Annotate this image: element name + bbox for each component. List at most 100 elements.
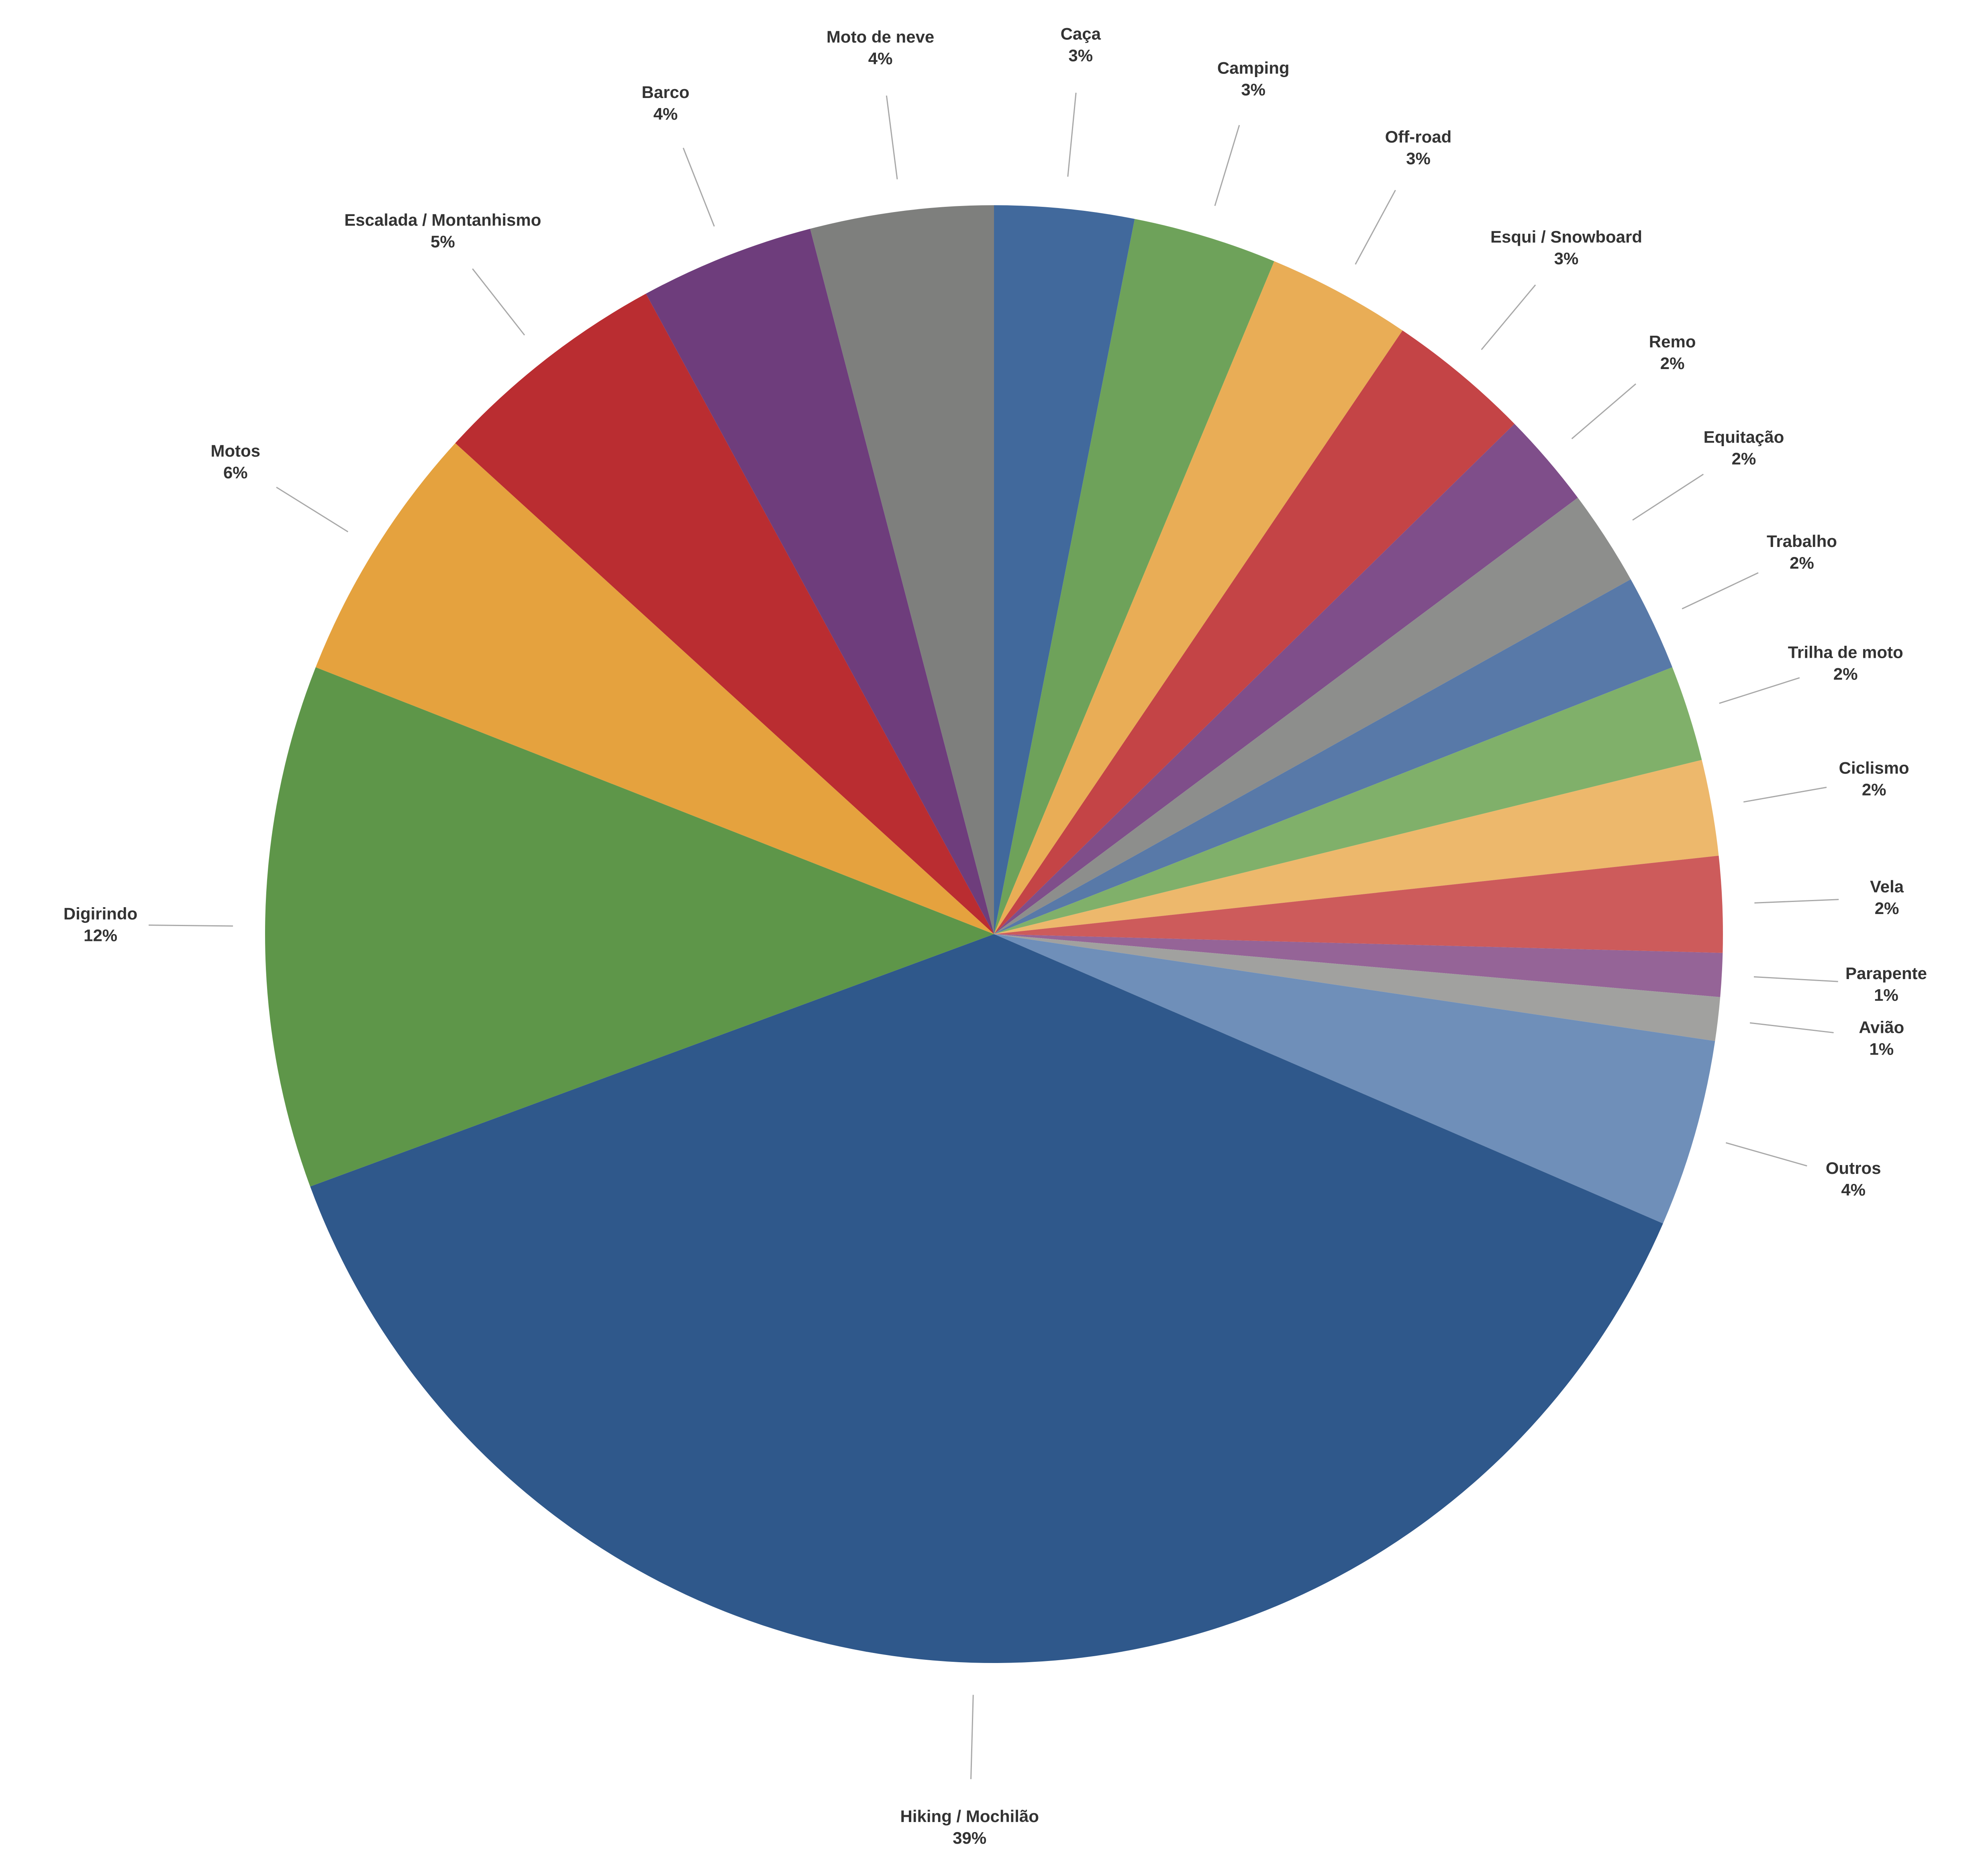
leader-line-outros xyxy=(1725,1142,1807,1167)
slice-percent-label: 39% xyxy=(953,1828,986,1847)
slice-label-parapente: Parapente 1% xyxy=(1845,964,1927,1004)
leader-line-ciclismo xyxy=(1743,786,1827,803)
slice-label-vela: Vela 2% xyxy=(1870,877,1904,918)
pie-slice-off-road xyxy=(994,261,1403,935)
leader-line-trabalho xyxy=(1682,572,1759,610)
slice-percent-label: 12% xyxy=(84,926,117,945)
slice-label-remo: Remo 2% xyxy=(1649,332,1696,373)
pie-slice-moto-de-neve xyxy=(810,205,994,934)
slice-percent-label: 2% xyxy=(1790,553,1814,572)
slice-percent-label: 1% xyxy=(1874,986,1898,1004)
slice-label-caca: Caça 3% xyxy=(1061,24,1101,65)
leader-line-parapente xyxy=(1753,976,1838,982)
leader-line-moto-de-neve xyxy=(886,95,898,180)
pie-slice-camping xyxy=(994,219,1274,934)
slice-category-label: Motos xyxy=(210,441,260,460)
slice-label-ciclismo: Ciclismo 2% xyxy=(1839,759,1909,799)
slice-category-label: Hiking / Mochilão xyxy=(900,1807,1039,1826)
leader-line-off-road xyxy=(1355,190,1396,265)
slice-percent-label: 2% xyxy=(1875,899,1899,918)
pie-slice-digirindo xyxy=(265,667,994,1187)
slice-percent-label: 5% xyxy=(431,232,455,251)
slice-label-esqui-snowboard: Esqui / Snowboard 3% xyxy=(1490,227,1642,268)
slice-category-label: Equitação xyxy=(1704,428,1784,447)
slice-category-label: Outros xyxy=(1826,1159,1881,1177)
slice-category-label: Moto de neve xyxy=(827,27,934,46)
slice-category-label: Parapente xyxy=(1845,964,1927,983)
leader-line-barco xyxy=(682,147,715,227)
leader-line-hiking-mochilao xyxy=(970,1695,974,1779)
leader-lines xyxy=(149,92,1839,1779)
pie-slice-motos xyxy=(316,443,994,934)
pie-slice-caca xyxy=(994,205,1135,934)
slice-label-digirindo: Digirindo 12% xyxy=(63,904,137,945)
leader-line-escalada-montanhismo xyxy=(472,268,525,336)
leader-line-trilha-de-moto xyxy=(1719,677,1800,704)
pie-slices xyxy=(265,205,1723,1663)
pie-slice-hiking-mochilao xyxy=(310,934,1663,1663)
slice-label-trabalho: Trabalho 2% xyxy=(1767,532,1837,572)
slice-percent-label: 3% xyxy=(1406,149,1431,168)
slice-category-label: Off-road xyxy=(1385,127,1452,146)
pie-slice-parapente xyxy=(994,934,1723,997)
slice-category-label: Barco xyxy=(642,83,690,102)
pie-slice-remo xyxy=(994,424,1578,934)
pie-slice-barco xyxy=(646,229,994,935)
pie-slice-outros xyxy=(994,934,1715,1224)
slice-category-label: Ciclismo xyxy=(1839,759,1909,777)
pie-slice-escalada-montanhismo xyxy=(455,294,994,934)
slice-percent-label: 4% xyxy=(868,49,893,68)
pie-slice-trabalho xyxy=(994,579,1672,934)
pie-slice-aviao xyxy=(994,934,1721,1041)
leader-line-digirindo xyxy=(149,924,233,927)
slice-percent-label: 2% xyxy=(1660,354,1685,373)
slice-percent-label: 4% xyxy=(653,104,678,123)
slice-category-label: Esqui / Snowboard xyxy=(1490,227,1642,246)
slice-label-motos: Motos 6% xyxy=(210,441,260,482)
leader-line-aviao xyxy=(1749,1022,1834,1033)
slice-label-aviao: Avião 1% xyxy=(1859,1018,1904,1058)
slice-label-barco: Barco 4% xyxy=(642,83,690,123)
slice-label-camping: Camping 3% xyxy=(1217,59,1290,99)
slice-category-label: Remo xyxy=(1649,332,1696,351)
slice-category-label: Avião xyxy=(1859,1018,1904,1037)
slice-category-label: Vela xyxy=(1870,877,1904,896)
leader-line-esqui-snowboard xyxy=(1481,284,1536,350)
slice-label-moto-de-neve: Moto de neve 4% xyxy=(827,27,934,68)
pie-slice-vela xyxy=(994,855,1723,953)
pie-slice-ciclismo xyxy=(994,760,1719,934)
slice-category-label: Camping xyxy=(1217,59,1290,78)
slice-percent-label: 3% xyxy=(1241,80,1265,99)
slice-label-hiking-mochilao: Hiking / Mochilão 39% xyxy=(900,1807,1039,1847)
slice-category-label: Caça xyxy=(1061,24,1101,43)
slice-labels: Caça 3%Camping 3%Off-road 3%Esqui / Snowboa… xyxy=(63,24,1927,1847)
slice-percent-label: 4% xyxy=(1841,1180,1866,1199)
pie-slice-equitacao xyxy=(994,498,1631,934)
leader-line-caca xyxy=(1067,92,1077,177)
slice-category-label: Trabalho xyxy=(1767,532,1837,551)
slice-category-label: Escalada / Montanhismo xyxy=(344,210,541,229)
leader-line-equitacao xyxy=(1632,473,1704,521)
slice-category-label: Digirindo xyxy=(63,904,137,923)
slice-percent-label: 6% xyxy=(223,463,248,482)
slice-category-label: Trilha de moto xyxy=(1788,643,1903,661)
slice-percent-label: 1% xyxy=(1869,1039,1894,1058)
slice-percent-label: 2% xyxy=(1862,780,1886,799)
leader-line-remo xyxy=(1571,383,1637,439)
leader-line-camping xyxy=(1214,125,1240,206)
leader-line-vela xyxy=(1754,899,1839,904)
slice-label-trilha-de-moto: Trilha de moto 2% xyxy=(1788,643,1903,683)
slice-percent-label: 2% xyxy=(1833,664,1858,683)
slice-percent-label: 2% xyxy=(1732,449,1756,468)
slice-label-escalada-montanhismo: Escalada / Montanhismo 5% xyxy=(344,210,541,251)
pie-slice-esqui-snowboard xyxy=(994,330,1514,934)
slice-label-equitacao: Equitação 2% xyxy=(1704,428,1784,468)
slice-label-outros: Outros 4% xyxy=(1826,1159,1881,1199)
slice-percent-label: 3% xyxy=(1068,46,1093,65)
slice-percent-label: 3% xyxy=(1554,249,1579,268)
pie-slice-trilha-de-moto xyxy=(994,667,1702,934)
leader-line-motos xyxy=(276,486,349,533)
slice-label-off-road: Off-road 3% xyxy=(1385,127,1452,168)
